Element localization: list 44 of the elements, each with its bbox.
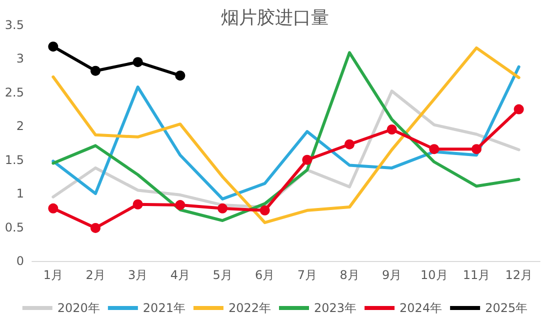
point bbox=[48, 203, 58, 214]
x-tick-label: 11月 bbox=[462, 268, 490, 282]
point bbox=[175, 200, 186, 210]
y-tick-label: 1 bbox=[16, 186, 24, 201]
legend-label: 2025年 bbox=[485, 301, 528, 315]
x-tick-label: 10月 bbox=[420, 268, 448, 282]
legend-label: 2020年 bbox=[57, 301, 100, 315]
x-tick-label: 9月 bbox=[382, 268, 402, 282]
point bbox=[302, 154, 312, 165]
legend-label: 2022年 bbox=[228, 301, 272, 315]
y-tick-label: 2 bbox=[16, 119, 24, 134]
x-tick-label: 7月 bbox=[297, 268, 317, 282]
legend-label: 2021年 bbox=[142, 301, 186, 315]
point bbox=[175, 70, 186, 81]
x-tick-label: 12月 bbox=[505, 268, 532, 282]
point bbox=[429, 144, 440, 154]
y-tick-label: 3.5 bbox=[4, 18, 24, 32]
y-tick-label: 0 bbox=[16, 254, 24, 268]
point bbox=[48, 42, 58, 52]
chart-title: 烟片胶进口量 bbox=[221, 8, 329, 28]
point bbox=[132, 57, 143, 68]
x-tick-label: 8月 bbox=[340, 268, 360, 282]
point bbox=[218, 203, 228, 214]
line-series bbox=[52, 65, 520, 200]
legend-label: 2023年 bbox=[314, 301, 357, 315]
x-tick-label: 3月 bbox=[128, 268, 148, 282]
y-tick-label: 3 bbox=[16, 52, 24, 66]
point bbox=[90, 222, 100, 233]
legend-label: 2024年 bbox=[400, 301, 442, 315]
point bbox=[260, 205, 270, 216]
point bbox=[344, 139, 354, 150]
x-tick-label: 5月 bbox=[212, 268, 232, 282]
x-tick-label: 6月 bbox=[255, 268, 275, 282]
y-tick-label: 1.5 bbox=[4, 152, 24, 167]
point bbox=[132, 199, 143, 210]
y-tick-label: 0.5 bbox=[4, 220, 24, 234]
x-tick-label: 1月 bbox=[43, 268, 63, 282]
x-tick-label: 2月 bbox=[86, 268, 106, 282]
y-tick-label: 2.5 bbox=[4, 85, 24, 100]
x-tick-label: 4月 bbox=[170, 268, 190, 282]
point bbox=[386, 124, 397, 135]
point bbox=[90, 66, 100, 76]
point bbox=[472, 144, 482, 154]
point bbox=[514, 104, 524, 114]
